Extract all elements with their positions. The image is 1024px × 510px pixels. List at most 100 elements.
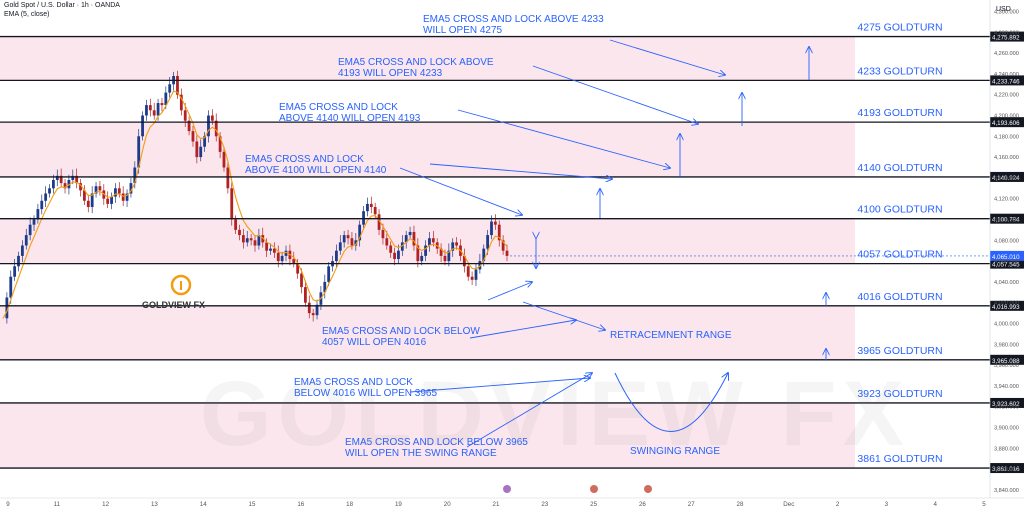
time-axis-label: 9 [6,501,10,508]
candle-body [470,276,474,280]
price-tag-text: 4,100.784 [992,217,1020,224]
time-axis-label: 12 [102,501,109,508]
candle-body [482,248,486,262]
price-axis-label: 3,920.000 [994,405,1019,411]
price-axis-label: 3,940.000 [994,384,1019,390]
candle-body [400,242,404,251]
candle-body [90,193,94,208]
candle-body [377,214,381,230]
candle-body [36,209,40,220]
annotation-line-2: 4193 WILL OPEN 4233 [338,68,443,79]
time-axis-label: 2 [836,501,840,508]
candle-body [183,110,187,121]
arrow [429,163,612,179]
price-tag-text: 4,057.545 [992,262,1020,269]
zone-band [0,305,855,360]
time-axis-label: 13 [151,501,158,508]
candle-body [257,235,261,246]
candle-body [443,255,447,262]
level-label: 3923 GOLDTURN [857,388,942,400]
price-tag-text: 4,275.892 [992,35,1020,42]
price-axis-label: 4,000.000 [994,322,1019,328]
candle-body [354,240,358,246]
time-axis-label: 4 [933,501,937,508]
price-tag [990,300,1024,311]
candle-body [195,141,199,158]
ema-layer [2,90,508,319]
candle-body [40,200,44,210]
price-axis-label: 4,100.000 [994,218,1019,224]
price-tag-text: 3,923.602 [992,401,1020,408]
candle-body [238,229,241,236]
arrow-layer [399,39,826,448]
symbol-title: Gold Spot / U.S. Dollar · 1h · OANDA [4,2,120,9]
price-axis-label: 4,240.000 [994,72,1019,78]
candle-body [373,207,377,215]
candle-body [125,193,129,201]
annotation-line-1: EMA5 CROSS AND LOCK ABOVE 4233 [423,14,604,25]
price-axis-label: 4,200.000 [994,114,1019,120]
event-icon[interactable] [590,485,598,493]
level-label: 3965 GOLDTURN [857,345,942,357]
candle-body [300,273,303,288]
candle-body [191,131,195,142]
candle-body [160,103,164,106]
candle-body [214,120,218,137]
level-label: 4193 GOLDTURN [857,107,942,119]
event-icon[interactable] [503,485,511,493]
candle-body [369,203,373,208]
candle-body [20,245,24,256]
candle-body [13,266,17,277]
price-tag-text: 4,140.924 [992,175,1020,182]
candle-body [176,75,179,95]
candle-body [55,175,59,180]
event-icon[interactable] [644,485,652,493]
candle-body [67,179,71,189]
candle-body [462,255,466,267]
swing-curve [614,373,728,432]
arrow [609,39,725,75]
candle-body [156,103,160,116]
time-axis-label: 15 [249,501,256,508]
candle-body [296,263,300,274]
candle-body [323,281,327,293]
price-tag-text: 4,193.606 [992,120,1020,127]
price-axis-label: 3,860.000 [994,467,1019,473]
time-axis-label: 25 [590,501,597,508]
zone-band [0,122,855,177]
price-tag [990,354,1024,365]
price-axis-label: 3,840.000 [994,488,1019,494]
time-axis-label: 14 [200,501,207,508]
candle-body [17,255,20,267]
arrow [409,378,590,393]
candle-body [497,224,501,241]
candle-body [86,200,90,208]
candle-body [83,190,86,201]
price-tag-text: 4,016.993 [992,304,1020,311]
candle-body [428,238,431,246]
candle-body [63,183,67,189]
level-label: 4275 GOLDTURN [857,22,942,34]
time-axis-label: 27 [688,501,695,508]
watermark-text: GOLDVIEW FX [200,363,910,465]
candle-body [346,235,350,239]
level-label: 4057 GOLDTURN [857,249,942,261]
zone-layer [0,36,855,469]
price-axis-layer: 4,300.000 4,280.000 4,260.000 4,240.000 4,22… [989,0,1019,498]
indicator-label: EMA (5, close) [4,11,50,18]
annotation-line-1: RETRACEMNENT RANGE [610,330,732,341]
candle-body [133,167,137,184]
candle-body [241,235,245,243]
candle-body [110,196,113,204]
candle-body [32,219,36,225]
candle-body [121,193,125,201]
annotation-line-1: EMA5 CROSS AND LOCK [245,154,364,165]
candle-body [265,242,269,251]
price-axis-label: 4,060.000 [994,259,1019,265]
price-axis-label: 4,120.000 [994,197,1019,203]
candle-body [230,188,234,220]
annotation-line-1: SWINGING RANGE [630,446,720,457]
candle-body [168,84,172,93]
annotation-line-1: EMA5 CROSS AND LOCK [294,377,413,388]
